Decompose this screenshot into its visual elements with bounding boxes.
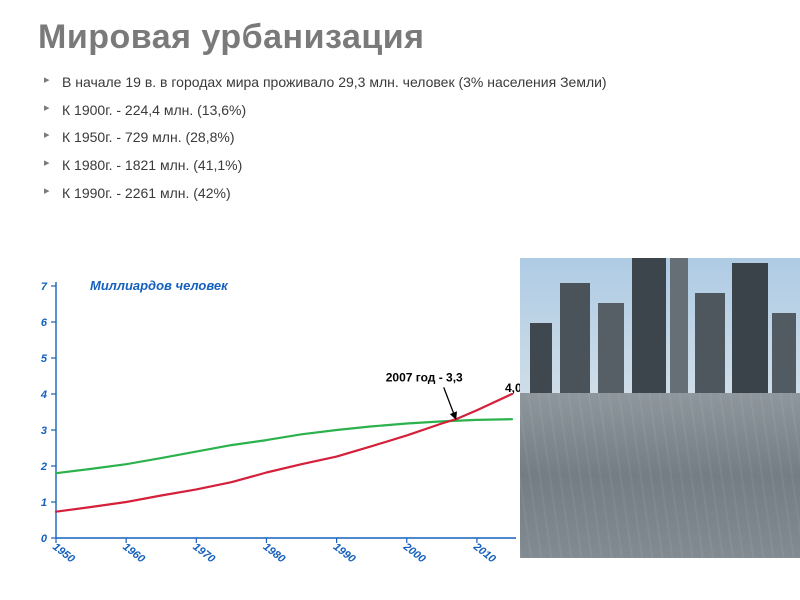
svg-text:4: 4 (40, 389, 47, 401)
svg-text:2010: 2010 (470, 540, 498, 566)
population-chart: 0 1 2 3 4 5 6 7 1950 1960 1970 1980 1990 2000 2010 Милл… (22, 272, 522, 572)
svg-text:3: 3 (41, 425, 47, 437)
svg-text:1980: 1980 (261, 541, 288, 566)
city-photo (520, 258, 800, 558)
bullet-item: В начале 19 в. в городах мира проживало … (44, 69, 770, 97)
svg-text:1990: 1990 (331, 541, 358, 566)
slide: Мировая урбанизация В начале 19 в. в гор… (0, 0, 800, 600)
svg-text:1: 1 (41, 497, 47, 509)
svg-text:Миллиардов человек: Миллиардов человек (90, 278, 229, 293)
bullet-item: К 1990г. - 2261 млн. (42%) (44, 180, 770, 208)
svg-text:2: 2 (40, 461, 47, 473)
bullet-list: В начале 19 в. в городах мира проживало … (38, 69, 770, 207)
slide-title: Мировая урбанизация (38, 18, 770, 57)
bullet-item: К 1980г. - 1821 млн. (41,1%) (44, 152, 770, 180)
svg-text:1950: 1950 (50, 541, 77, 566)
chart-svg: 0 1 2 3 4 5 6 7 1950 1960 1970 1980 1990 2000 2010 Милл… (22, 272, 522, 572)
svg-text:2000: 2000 (400, 540, 428, 566)
svg-text:1960: 1960 (120, 541, 147, 566)
svg-text:7: 7 (41, 281, 48, 293)
svg-text:5: 5 (41, 353, 48, 365)
svg-text:1970: 1970 (190, 541, 217, 566)
svg-text:2007 год - 3,3: 2007 год - 3,3 (386, 370, 463, 384)
bullet-item: К 1950г. - 729 млн. (28,8%) (44, 124, 770, 152)
svg-text:6: 6 (41, 317, 48, 329)
bullet-item: К 1900г. - 224,4 млн. (13,6%) (44, 97, 770, 125)
svg-text:0: 0 (41, 533, 48, 545)
